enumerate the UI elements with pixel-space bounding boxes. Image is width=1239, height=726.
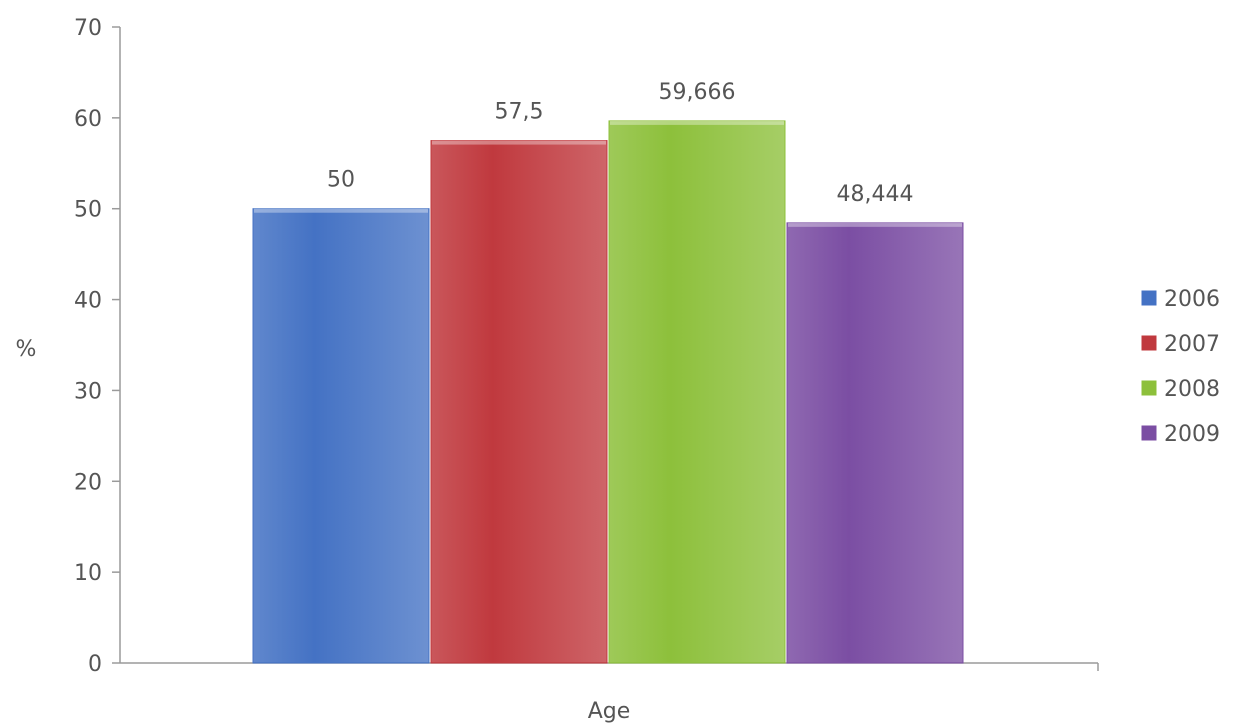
- y-tick-label: 20: [74, 470, 102, 495]
- x-axis: [120, 662, 1099, 671]
- legend-swatch-2008: [1140, 379, 1158, 397]
- y-tick-label: 40: [74, 289, 102, 314]
- bar-highlight: [254, 208, 428, 213]
- bar-highlight: [610, 120, 784, 125]
- y-tick-label: 10: [74, 561, 102, 586]
- data-label-2007: 57,5: [495, 100, 544, 125]
- legend: 2006 2007 2008 2009: [1140, 287, 1220, 447]
- bar-2008: [608, 120, 786, 664]
- y-tick-label: 60: [74, 107, 102, 132]
- legend-swatch-2009: [1140, 424, 1158, 442]
- bar-2007: [430, 140, 608, 664]
- bar-2009: [786, 222, 964, 664]
- data-label-2006: 50: [327, 168, 355, 193]
- data-labels: 50 57,5 59,666 48,444: [327, 80, 913, 207]
- legend-label-2009: 2009: [1164, 422, 1220, 447]
- y-tick-label: 70: [74, 16, 102, 41]
- y-axis: 0 10 20 30 40 50 60 70: [74, 16, 121, 677]
- x-axis-title: Age: [588, 699, 631, 724]
- bar-2006: [252, 208, 430, 664]
- bar-highlight: [432, 140, 606, 145]
- legend-label-2008: 2008: [1164, 377, 1220, 402]
- legend-swatch-2007: [1140, 334, 1158, 352]
- y-tick-label: 50: [74, 198, 102, 223]
- bar-highlight: [788, 222, 962, 227]
- y-tick-label: 0: [88, 652, 102, 677]
- y-axis-title: %: [16, 337, 37, 362]
- y-tick-label: 30: [74, 379, 102, 404]
- bars: [252, 120, 964, 664]
- legend-label-2006: 2006: [1164, 287, 1220, 312]
- data-label-2008: 59,666: [659, 80, 736, 105]
- legend-swatch-2006: [1140, 289, 1158, 307]
- legend-label-2007: 2007: [1164, 332, 1220, 357]
- data-label-2009: 48,444: [837, 182, 914, 207]
